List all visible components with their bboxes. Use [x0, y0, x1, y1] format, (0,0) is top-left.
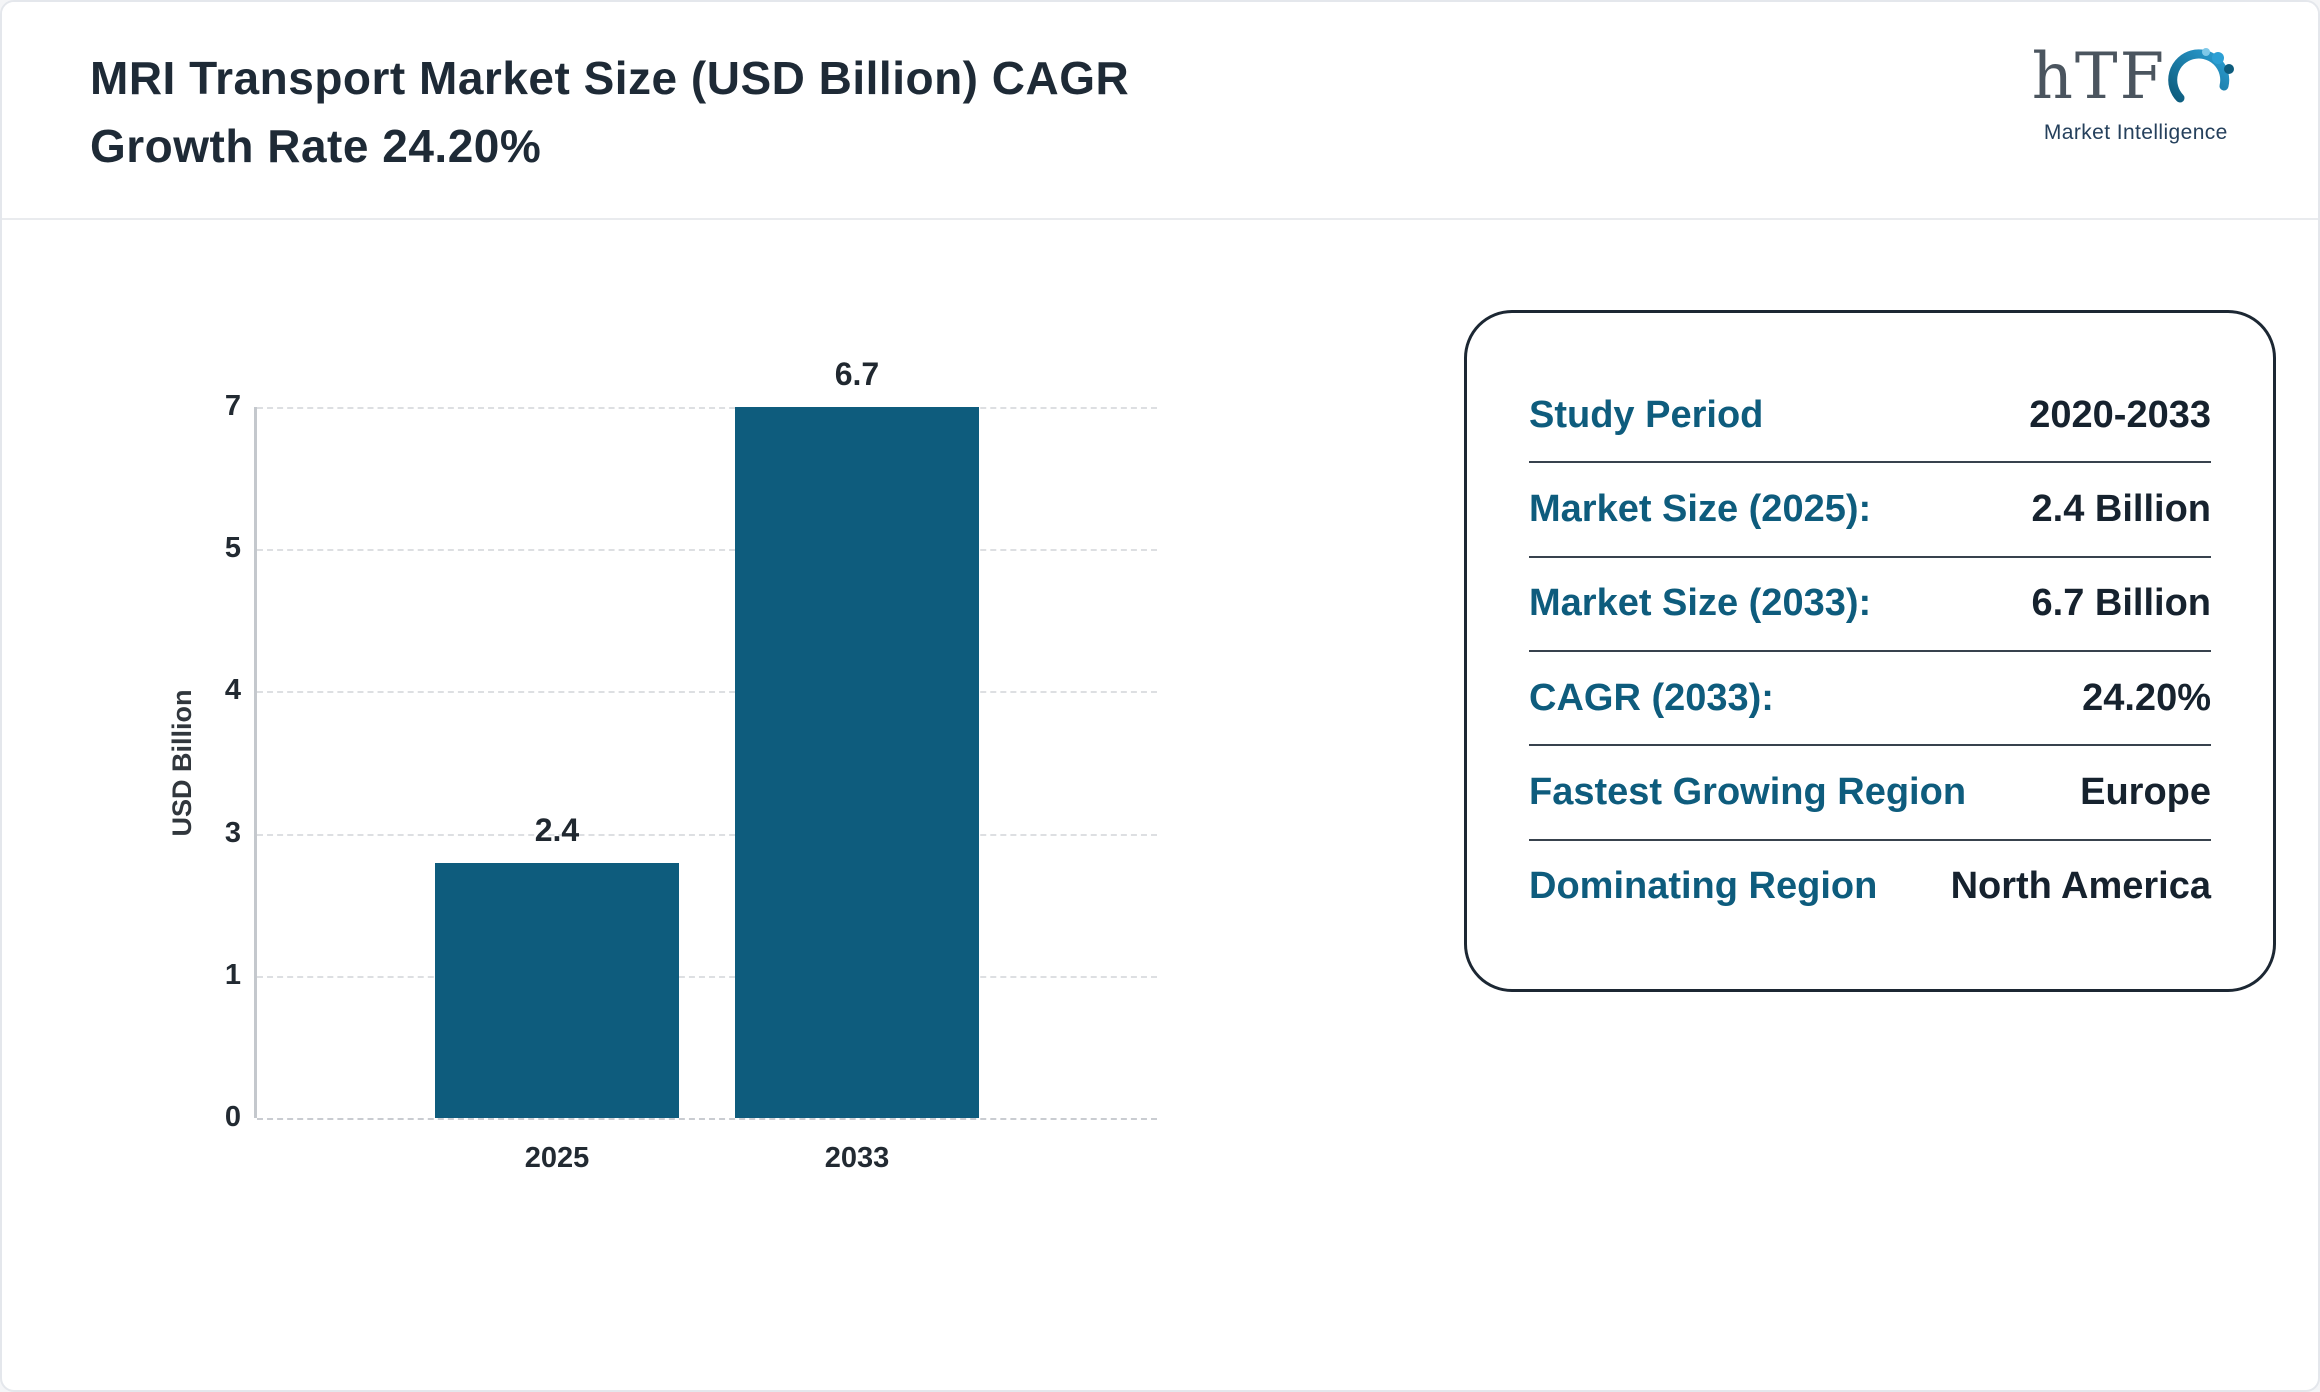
summary-label: CAGR (2033): [1529, 676, 1774, 719]
gridline-y1 [257, 975, 1157, 978]
summary-row-market-size-2025: Market Size (2025): 2.4 Billion [1529, 463, 2211, 558]
x-tick-label-2033: 2033 [824, 1142, 890, 1174]
logo-tagline: Market Intelligence [2043, 121, 2228, 144]
summary-row-study-period: Study Period 2020-2033 [1529, 369, 2211, 464]
bar-value-label-2033: 6.7 [834, 356, 880, 392]
summary-label: Fastest Growing Region [1529, 770, 1967, 813]
logo-wordmark: hTF [2031, 40, 2166, 114]
logo-row: hTF [2032, 42, 2240, 119]
summary-row-dominating-region: Dominating Region North America [1529, 841, 2211, 933]
gridline-y4 [257, 691, 1157, 694]
y-tick-label-1: 1 [224, 958, 241, 991]
page-title: MRI Transport Market Size (USD Billion) … [90, 44, 1129, 180]
page-title-line2: Growth Rate 24.20% [90, 120, 542, 172]
y-axis-line [254, 407, 257, 1118]
gridline-y7 [257, 407, 1157, 409]
summary-value: 24.20% [2082, 676, 2211, 719]
chart-bar-2025 [434, 863, 679, 1118]
gridline-y3 [257, 833, 1157, 836]
chart-bar-2033 [734, 407, 979, 1118]
page-title-line1: MRI Transport Market Size (USD Billion) … [90, 52, 1130, 104]
summary-value: Europe [2080, 770, 2211, 813]
summary-value: North America [1950, 865, 2211, 908]
summary-card: Study Period 2020-2033 Market Size (2025… [1464, 310, 2276, 992]
summary-value: 2.4 Billion [2031, 487, 2211, 530]
summary-row-fastest-growing-region: Fastest Growing Region Europe [1529, 746, 2211, 841]
summary-label: Study Period [1529, 393, 1764, 436]
y-tick-label-4: 4 [224, 674, 241, 707]
summary-label: Market Size (2033): [1529, 582, 1872, 625]
header: MRI Transport Market Size (USD Billion) … [2, 2, 2318, 220]
y-axis-title: USD Billion [167, 689, 197, 836]
gridline-y0 [257, 1118, 1157, 1120]
y-tick-label-7: 7 [224, 389, 241, 422]
bar-value-label-2025: 2.4 [534, 812, 580, 849]
summary-value: 2020-2033 [2029, 393, 2211, 436]
summary-row-cagr: CAGR (2033): 24.20% [1529, 652, 2211, 747]
y-tick-label-0: 0 [224, 1100, 241, 1133]
summary-label: Dominating Region [1529, 865, 1878, 908]
htf-logo: hTF M [2032, 42, 2240, 145]
summary-value: 6.7 Billion [2031, 582, 2211, 625]
gridline-y5 [257, 549, 1157, 552]
y-tick-label-3: 3 [224, 816, 241, 849]
summary-row-market-size-2033: Market Size (2033): 6.7 Billion [1529, 558, 2211, 652]
logo-swoosh-icon [2166, 42, 2240, 119]
plot-area: USD Billion 0 1 3 4 5 7 2.4 2025 6.7 2033 [167, 356, 1157, 1174]
x-tick-label-2025: 2025 [524, 1142, 590, 1174]
y-tick-label-5: 5 [224, 532, 241, 565]
summary-label: Market Size (2025): [1529, 487, 1872, 530]
